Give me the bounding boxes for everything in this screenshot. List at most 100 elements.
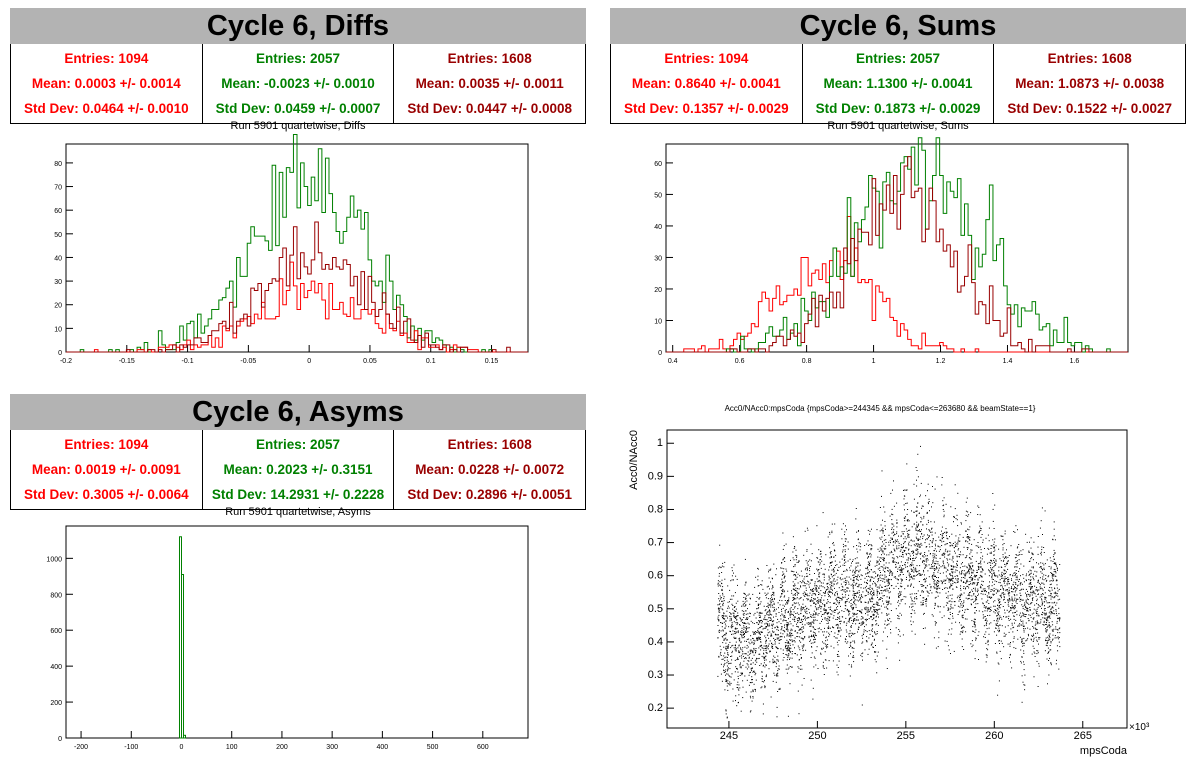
stat-mean: Mean: 0.0003 +/- 0.0014 (31, 76, 181, 91)
stat-std: Std Dev: 0.0447 +/- 0.0008 (407, 101, 573, 116)
y-tick-label: 40 (54, 255, 62, 262)
x-tick-label: 0 (307, 358, 311, 365)
diffs-subtitle: Run 5901 quartetwise, Diffs (230, 120, 366, 132)
y-tick-label: 30 (654, 255, 662, 262)
histogram-series-darkred (666, 156, 1128, 353)
stat-std: Std Dev: 0.2896 +/- 0.0051 (407, 487, 573, 502)
y-tick-label: 80 (54, 161, 62, 168)
x-axis-label: mpsCoda (1080, 745, 1128, 757)
x-tick-label: 0 (180, 744, 184, 751)
stat-entries: Entries: 1608 (447, 51, 532, 66)
histogram-series-red (66, 261, 528, 353)
stat-col-darkred: Entries: 1608 Mean: 0.0228 +/- 0.0072 St… (394, 430, 585, 509)
y-tick-label: 30 (54, 279, 62, 286)
y-tick-label: 60 (54, 208, 62, 215)
y-tick-label: 0.7 (648, 537, 663, 549)
stat-std: Std Dev: 14.2931 +/- 0.2228 (211, 487, 385, 502)
histogram-series-darkred (66, 221, 528, 353)
x-tick-label: 100 (226, 744, 238, 751)
stat-std: Std Dev: 0.1357 +/- 0.0029 (623, 101, 789, 116)
x-tick-label: 255 (897, 730, 915, 742)
y-tick-label: 70 (54, 185, 62, 192)
x-tick-label: 1.2 (936, 358, 946, 365)
stat-entries: Entries: 1094 (664, 51, 749, 66)
stat-entries: Entries: 1094 (64, 437, 149, 452)
diffs-title: Cycle 6, Diffs (10, 8, 586, 44)
y-tick-label: 0 (658, 350, 662, 357)
y-tick-label: 600 (50, 628, 62, 635)
y-tick-label: 10 (54, 326, 62, 333)
stat-entries: Entries: 2057 (255, 437, 341, 452)
stat-col-green: Entries: 2057 Mean: -0.0023 +/- 0.0010 S… (203, 44, 395, 123)
stat-col-red: Entries: 1094 Mean: 0.8640 +/- 0.0041 St… (611, 44, 803, 123)
sums-pad: Cycle 6, Sums Entries: 1094 Mean: 0.8640… (610, 8, 1186, 380)
stat-col-green: Entries: 2057 Mean: 1.1300 +/- 0.0041 St… (803, 44, 995, 123)
x-tick-label: 300 (326, 744, 338, 751)
y-tick-label: 20 (54, 303, 62, 310)
y-tick-label: 1 (657, 437, 663, 449)
stat-col-red: Entries: 1094 Mean: 0.0019 +/- 0.0091 St… (11, 430, 203, 509)
asyms-pad: Cycle 6, Asyms Entries: 1094 Mean: 0.001… (10, 394, 586, 766)
y-tick-label: 0.8 (648, 503, 663, 515)
stat-std: Std Dev: 0.0464 +/- 0.0010 (23, 101, 189, 116)
x-tick-label: 0.1 (426, 358, 436, 365)
stat-mean: Mean: -0.0023 +/- 0.0010 (221, 76, 375, 91)
histogram-series-red (666, 215, 1128, 353)
stat-col-red: Entries: 1094 Mean: 0.0003 +/- 0.0014 St… (11, 44, 203, 123)
stat-mean: Mean: 0.8640 +/- 0.0041 (631, 76, 781, 91)
x-tick-label: 260 (985, 730, 1003, 742)
scatter-plot: Acc0/NAcc0:mpsCoda {mpsCoda>=244345 && m… (628, 404, 1150, 757)
stat-mean: Mean: 1.0873 +/- 0.0038 (1015, 76, 1165, 91)
x-tick-label: 1.4 (1003, 358, 1013, 365)
y-tick-label: 200 (50, 700, 62, 707)
scatter-points (717, 445, 1061, 719)
stat-std: Std Dev: 0.1522 +/- 0.0027 (1007, 101, 1173, 116)
stat-col-green: Entries: 2057 Mean: 0.2023 +/- 0.3151 St… (203, 430, 395, 509)
sums-stats-box: Entries: 1094 Mean: 0.8640 +/- 0.0041 St… (610, 44, 1186, 124)
y-tick-label: 60 (654, 161, 662, 168)
y-tick-label: 0.3 (648, 669, 663, 681)
y-tick-label: 20 (654, 287, 662, 294)
y-tick-label: 0 (58, 736, 62, 743)
y-tick-label: 400 (50, 664, 62, 671)
stat-col-darkred: Entries: 1608 Mean: 1.0873 +/- 0.0038 St… (994, 44, 1185, 123)
stat-mean: Mean: 0.2023 +/- 0.3151 (223, 462, 373, 477)
x-tick-label: 1 (872, 358, 876, 365)
x-tick-label: 0.8 (802, 358, 812, 365)
stat-entries: Entries: 2057 (855, 51, 941, 66)
x-tick-label: 600 (477, 744, 489, 751)
x-tick-label: 245 (720, 730, 738, 742)
stat-std: Std Dev: 0.3005 +/- 0.0064 (23, 487, 189, 502)
stat-std: Std Dev: 0.0459 +/- 0.0007 (215, 101, 381, 116)
stat-entries: Entries: 1608 (1047, 51, 1132, 66)
y-tick-label: 1000 (46, 556, 62, 563)
asyms-title: Cycle 6, Asyms (10, 394, 586, 430)
asyms-histogram: -200 -100 0 100 200 300 400 500 600 0 200 400 600 800… (46, 525, 529, 751)
y-tick-label: 0.6 (648, 570, 663, 582)
diffs-stats-box: Entries: 1094 Mean: 0.0003 +/- 0.0014 St… (10, 44, 586, 124)
diffs-histogram: -0.2 -0.15 -0.1 -0.05 0 0.05 0.1 0.15 0 10 20 30 40 5… (54, 134, 529, 365)
plot-frame (666, 429, 1128, 729)
x-tick-label: 500 (427, 744, 439, 751)
x-tick-label: -200 (74, 744, 88, 751)
x-tick-label: 0.4 (668, 358, 678, 365)
x-multiplier-label: ×10³ (1129, 722, 1150, 733)
x-tick-label: -0.05 (240, 358, 256, 365)
y-tick-label: 50 (54, 232, 62, 239)
y-tick-label: 0.5 (648, 603, 663, 615)
y-tick-label: 50 (654, 192, 662, 199)
y-tick-label: 0.2 (648, 702, 663, 714)
sums-title: Cycle 6, Sums (610, 8, 1186, 44)
y-tick-label: 40 (654, 224, 662, 231)
y-axis-label: Acc0/NAcc0 (628, 430, 640, 490)
sums-histogram: 0.4 0.6 0.8 1 1.2 1.4 1.6 0 10 20 30 40 50 60 (654, 137, 1129, 365)
stat-entries: Entries: 2057 (255, 51, 341, 66)
x-tick-label: -100 (124, 744, 138, 751)
x-tick-label: 250 (808, 730, 826, 742)
x-tick-label: 0.15 (485, 358, 499, 365)
stat-entries: Entries: 1608 (447, 437, 532, 452)
asyms-subtitle: Run 5901 quartetwise, Asyms (225, 506, 371, 518)
stat-entries: Entries: 1094 (64, 51, 149, 66)
stat-std: Std Dev: 0.1873 +/- 0.0029 (815, 101, 981, 116)
y-tick-label: 0.9 (648, 470, 663, 482)
